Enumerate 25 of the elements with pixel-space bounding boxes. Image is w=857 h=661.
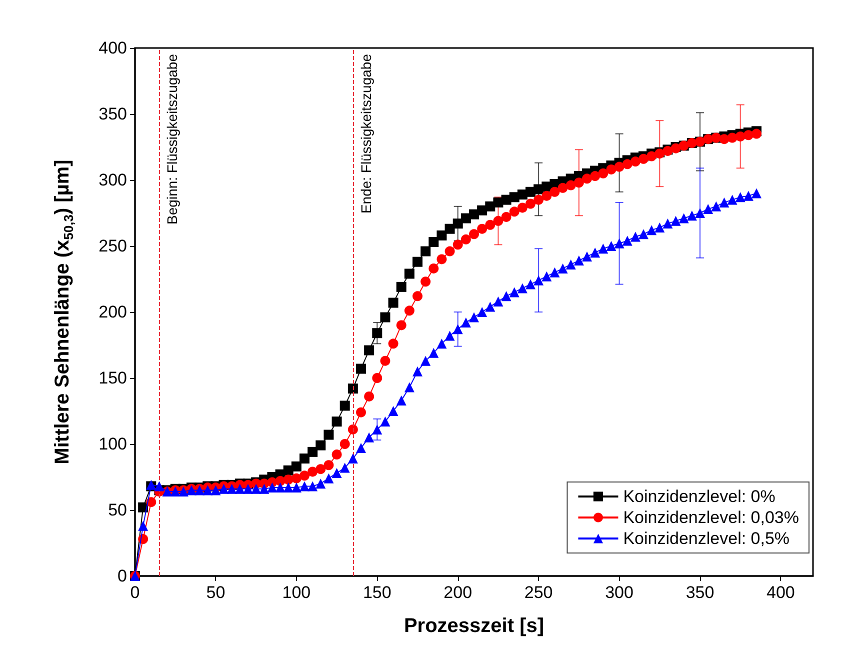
x-tick-label: 400 — [766, 583, 795, 602]
y-tick-label: 350 — [98, 104, 127, 124]
y-tick-label: 200 — [98, 302, 127, 322]
y-tick-label: 300 — [98, 170, 127, 190]
y-axis-title: Mittlere Sehnenlänge (x50,3) [µm] — [52, 160, 76, 464]
legend-label: Koinzidenzlevel: 0,03% — [623, 508, 800, 527]
x-tick-label: 200 — [444, 583, 472, 602]
y-tick-label: 50 — [108, 500, 127, 520]
y-tick-label: 100 — [98, 434, 127, 454]
legend-label: Koinzidenzlevel: 0,5% — [623, 529, 790, 548]
y-tick-label: 150 — [98, 368, 127, 388]
x-axis-title: Prozesszeit [s] — [404, 615, 544, 637]
y-tick-label: 400 — [98, 38, 127, 58]
x-tick-label: 150 — [362, 583, 392, 602]
ref-line-label: Ende: Flüssigkeitszugabe — [358, 54, 374, 214]
x-tick-label: 0 — [130, 583, 140, 602]
ref-line-label: Beginn: Flüssigkeitszugabe — [164, 54, 180, 224]
x-tick-label: 250 — [524, 583, 553, 602]
x-tick-label: 50 — [206, 583, 226, 602]
x-tick-label: 300 — [605, 583, 634, 602]
legend-label: Koinzidenzlevel: 0% — [623, 487, 776, 506]
y-tick-label: 250 — [98, 236, 127, 256]
y-tick-label: 0 — [118, 566, 127, 586]
x-tick-label: 350 — [686, 583, 714, 602]
x-tick-label: 100 — [282, 583, 311, 602]
